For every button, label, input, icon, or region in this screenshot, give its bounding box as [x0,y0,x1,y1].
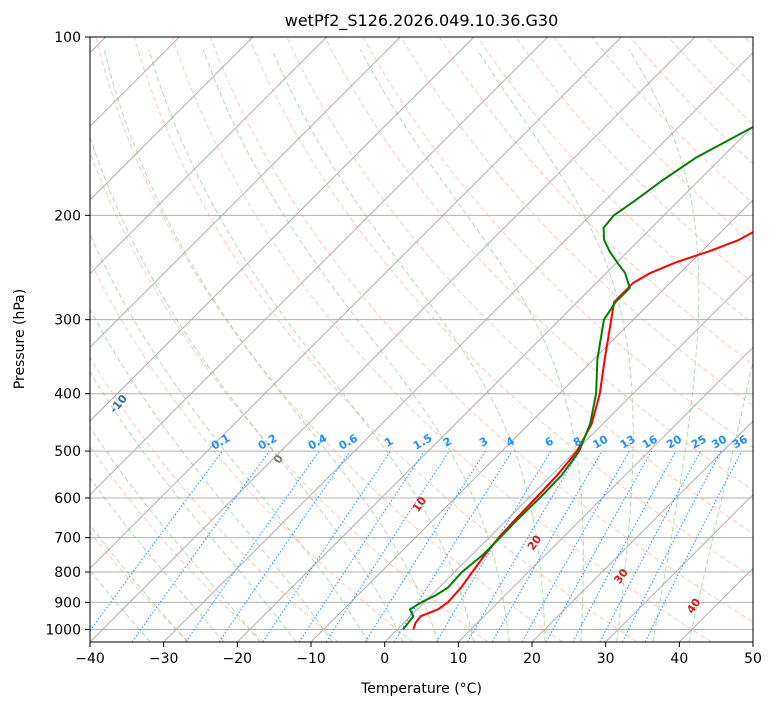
isotherm-line [90,37,401,349]
dry-adiabat-line [90,150,488,642]
y-tick-label: 500 [54,444,81,460]
isotherm-line [90,37,254,201]
moist-adiabat-line [148,49,475,642]
dry-adiabat-line [133,37,638,642]
isotherm-line [90,37,549,496]
dry-adiabat-line [171,37,712,642]
dry-adiabat-line [90,445,264,642]
x-tick-label: −10 [296,651,326,667]
x-tick-label: 20 [523,651,541,667]
moist-adiabat-line [628,49,700,642]
x-tick-label: 10 [449,651,467,667]
moist-adiabats [90,49,753,642]
x-tick-label: −30 [149,651,179,667]
x-tick-label: 0 [380,651,389,667]
x-tick-label: 40 [670,651,688,667]
moist-adiabat-line [359,49,584,642]
moist-adiabat-line [202,49,510,642]
isotherm-line [90,37,696,642]
moist-adiabat-line [90,308,333,642]
moist-adiabat-line [271,49,546,642]
y-axis-label: Pressure (hPa) [12,289,28,389]
dry-adiabat-line [400,37,753,407]
x-tick-label: −20 [223,651,253,667]
mixing-ratio-line [364,450,486,642]
mixing-ratio-line [131,450,270,642]
x-axis-label: Temperature (°C) [360,681,482,697]
y-tick-label: 900 [54,595,81,611]
mixing-ratio-line [325,450,450,642]
mixing-ratio-line [644,450,743,642]
isotherm-line [457,346,753,642]
grid-lines [90,37,753,642]
x-axis-ticks: −40 −30 −20 −10 0 10 20 30 40 50 [75,642,762,667]
mixing-ratio-line [435,450,552,642]
moist-adiabat-line [90,232,369,642]
y-axis-ticks: 100 200 300 400 500 600 700 800 900 1000 [45,30,90,638]
dry-adiabat-line [90,259,414,642]
y-tick-label: 100 [54,30,81,46]
isotherm-line [605,493,753,642]
x-tick-label: −40 [75,651,105,667]
dry-adiabat-line [438,37,753,366]
dry-adiabat-line [515,37,753,284]
dewpoint-profile-line [402,125,753,631]
dry-adiabats [90,37,753,642]
mixing-ratio-lines [90,450,743,642]
chart-title: wetPf2_S126.2026.049.10.36.G30 [285,11,559,31]
dry-adiabat-line [210,37,753,623]
isotherm-line [384,272,753,642]
y-tick-label: 700 [54,531,81,547]
mixing-ratio-line [599,450,701,642]
isotherm-line [90,37,622,570]
y-tick-label: 400 [54,387,81,403]
y-tick-label: 800 [54,565,81,581]
dry-adiabat-line [324,37,753,491]
isotherm-line [90,37,328,275]
isotherm-line [236,125,753,642]
y-tick-label: 1000 [45,622,81,638]
y-tick-label: 600 [54,491,81,507]
isotherm-line [163,51,753,642]
mixing-ratio-line [545,450,653,642]
dry-adiabat-line [95,37,563,642]
mixing-ratio-line [521,450,630,642]
mixing-ratio-line [262,450,392,642]
x-tick-label: 50 [744,651,762,667]
isotherm-line [90,37,475,422]
plot-frame [89,36,754,643]
mixing-ratio-line [185,450,320,642]
mixing-ratio-line [621,450,722,642]
plot-area: 0.10.20.40.611.52346810131620253036-100-… [90,37,753,642]
mixing-ratio-line [572,450,677,642]
mixing-ratio-line [90,450,223,632]
dry-adiabat-line [90,531,190,642]
mixing-ratio-line [393,450,513,642]
isotherm-line [531,420,753,642]
mixing-ratio-line [298,450,425,642]
mixing-ratio-line [218,450,351,642]
temperature-profile-line [412,230,753,630]
moist-adiabat-line [103,49,439,642]
dry-adiabat-line [90,356,339,642]
dry-adiabat-line [248,37,753,578]
x-tick-label: 30 [597,651,615,667]
moist-adiabat-line [476,49,634,642]
profile-series [402,125,753,631]
moist-adiabat-line [90,135,404,642]
y-tick-label: 300 [54,313,81,329]
y-tick-label: 200 [54,208,81,224]
moist-adiabat-line [688,358,753,642]
